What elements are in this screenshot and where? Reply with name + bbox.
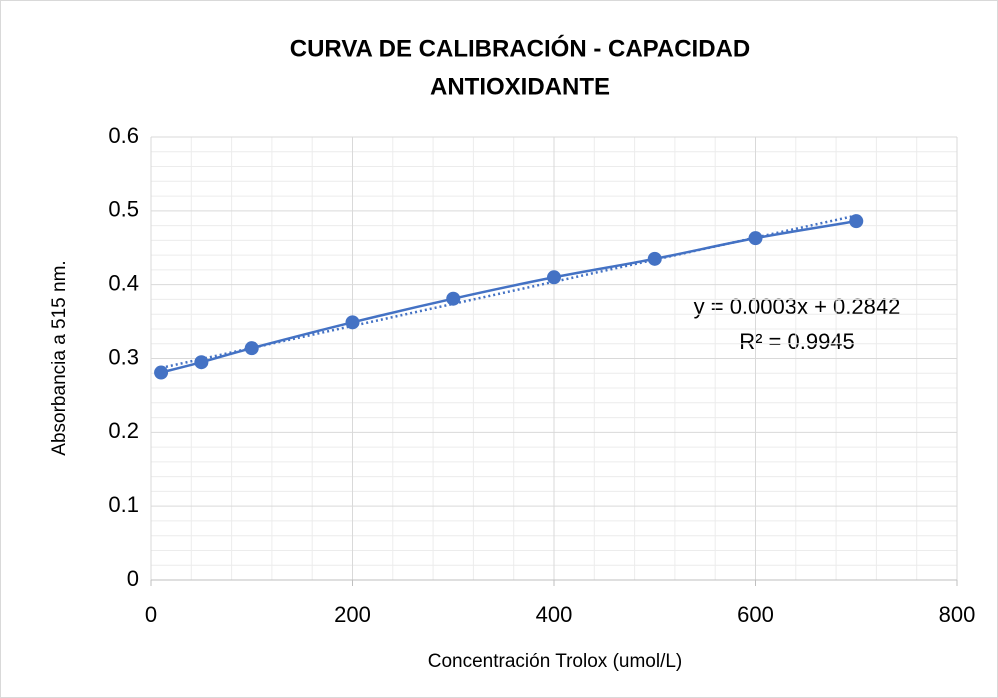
data-point (647, 251, 662, 266)
data-point (547, 270, 561, 285)
y-tick-label: 0.6 (108, 123, 139, 148)
data-point (446, 291, 461, 306)
y-tick-label: 0.3 (108, 344, 139, 369)
data-point (849, 214, 864, 229)
x-tick-label: 200 (334, 602, 371, 627)
data-point (154, 365, 169, 380)
chart-title: CURVA DE CALIBRACIÓN - CAPACIDAD (290, 34, 750, 62)
x-tick-label: 400 (536, 602, 573, 627)
y-tick-label: 0.5 (108, 197, 139, 222)
trendline-r-squared: R² = 0.9945 (739, 329, 855, 354)
x-tick-label: 600 (737, 602, 774, 627)
data-point (244, 341, 259, 356)
trendline (160, 214, 857, 370)
y-axis-label: Absorbancia a 515 nm. (49, 260, 70, 455)
x-tick-label: 0 (145, 602, 157, 627)
y-tick-label: 0 (127, 566, 139, 591)
x-tick-label: 800 (939, 602, 976, 627)
chart-title: ANTIOXIDANTE (430, 73, 610, 100)
y-tick-label: 0.2 (108, 418, 139, 443)
x-axis-label: Concentración Trolox (umol/L) (428, 651, 683, 672)
y-tick-label: 0.1 (108, 492, 139, 517)
data-point (194, 355, 209, 370)
y-tick-label: 0.4 (108, 270, 139, 295)
data-point (345, 315, 360, 330)
series-line (160, 219, 857, 374)
trendline-equation: y = 0.0003x + 0.2842 (694, 294, 901, 319)
data-point (748, 231, 763, 246)
